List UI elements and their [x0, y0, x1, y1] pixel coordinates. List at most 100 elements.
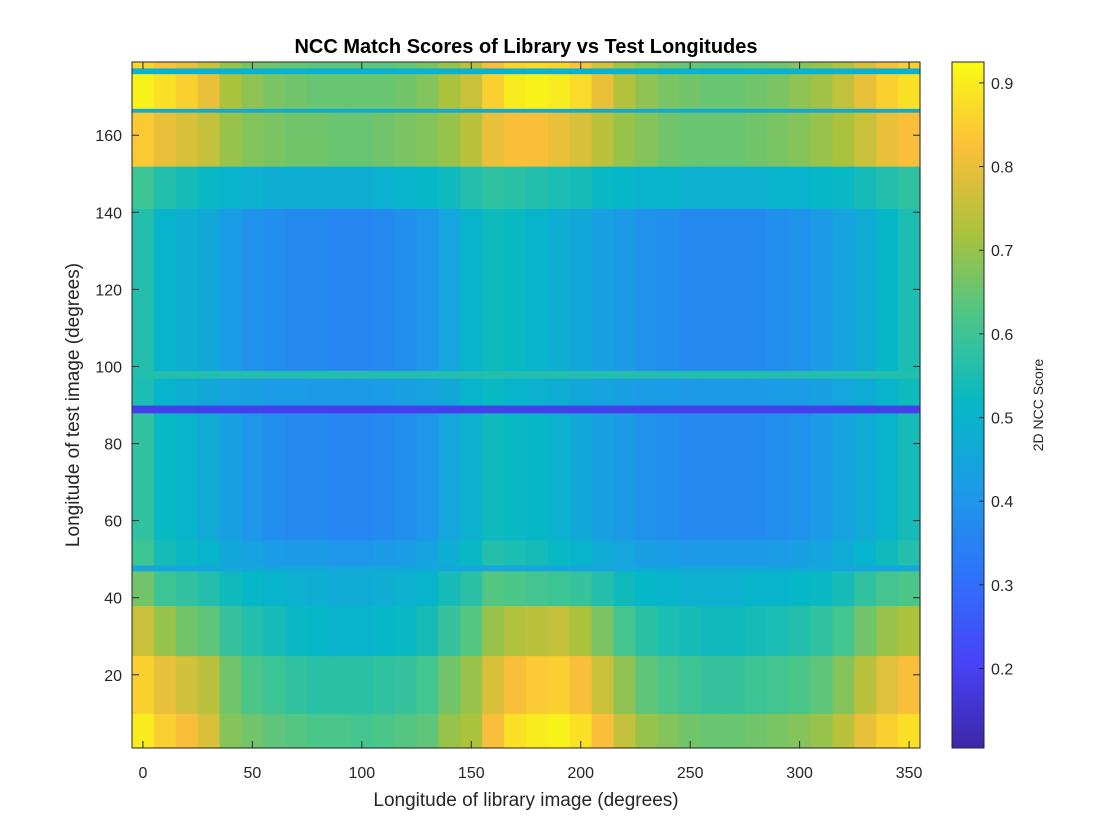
heatmap-cell	[591, 539, 615, 566]
heatmap-cell	[285, 655, 308, 714]
heatmap-cell	[482, 539, 505, 566]
heatmap-cell	[591, 67, 615, 75]
heatmap-cell	[810, 570, 834, 607]
heatmap-cell	[219, 605, 243, 657]
heatmap-cell	[613, 166, 637, 210]
heatmap-cell	[569, 112, 593, 167]
heatmap-cell	[766, 713, 790, 749]
heatmap-cell	[701, 564, 724, 572]
heatmap-cell	[657, 655, 680, 714]
heatmap-cell	[285, 62, 308, 69]
heatmap-cell	[744, 73, 768, 109]
heatmap-cell	[504, 713, 527, 749]
tick-label: 350	[896, 765, 923, 782]
heatmap-cell	[416, 378, 440, 406]
heatmap-cell	[175, 412, 199, 541]
heatmap-cell	[613, 112, 637, 167]
heatmap-cell	[438, 108, 461, 113]
heatmap-cell	[219, 370, 243, 379]
heatmap-cell	[810, 564, 834, 572]
heatmap-cell	[504, 564, 527, 572]
heatmap-cell	[569, 208, 593, 371]
heatmap-cell	[372, 713, 396, 749]
heatmap-cell	[372, 378, 396, 406]
heatmap-cell	[591, 605, 615, 657]
heatmap-cell	[153, 112, 177, 167]
heatmap-cell	[329, 378, 352, 406]
tick-label: 200	[567, 765, 594, 782]
heatmap-cell	[744, 67, 768, 75]
heatmap-cell	[307, 108, 330, 113]
heatmap-cell	[723, 655, 746, 714]
heatmap-cell	[810, 378, 834, 406]
heatmap-cell	[788, 605, 812, 657]
heatmap-cell	[482, 570, 505, 607]
heatmap-cell	[329, 713, 352, 749]
heatmap-cell	[153, 73, 177, 109]
heatmap-cell	[547, 412, 571, 541]
heatmap-cell	[898, 412, 921, 541]
heatmap-cell	[701, 378, 724, 406]
heatmap-cell	[241, 112, 264, 167]
heatmap-cell	[504, 378, 527, 406]
heatmap-cell	[504, 655, 527, 714]
heatmap-cell	[657, 605, 680, 657]
heatmap-cell	[898, 539, 921, 566]
heatmap-cell	[263, 370, 286, 379]
heatmap-cell	[153, 67, 177, 75]
heatmap-cell	[482, 208, 505, 371]
heatmap-cell	[810, 73, 834, 109]
heatmap-cell	[788, 713, 812, 749]
heatmap-cell	[132, 67, 155, 75]
heatmap-cell	[810, 405, 834, 414]
heatmap-cell	[832, 412, 855, 541]
heatmap-cell	[307, 208, 330, 371]
heatmap-cell	[175, 108, 199, 113]
heatmap-cell	[569, 605, 593, 657]
heatmap-cell	[504, 570, 527, 607]
heatmap-cell	[504, 370, 527, 379]
heatmap-cell	[438, 166, 461, 210]
heatmap-cell	[547, 166, 571, 210]
tick-label: 300	[786, 765, 813, 782]
heatmap-cell	[679, 605, 702, 657]
heatmap-cell	[766, 166, 790, 210]
heatmap-cell	[635, 67, 658, 75]
heatmap-cell	[547, 713, 571, 749]
heatmap-cell	[679, 564, 702, 572]
heatmap-cell	[635, 570, 658, 607]
heatmap-cell	[482, 73, 505, 109]
heatmap-cell	[460, 73, 483, 109]
heatmap-cell	[723, 605, 746, 657]
heatmap-cell	[526, 570, 549, 607]
heatmap-cell	[285, 208, 308, 371]
heatmap-cell	[657, 570, 680, 607]
heatmap-cell	[329, 605, 352, 657]
heatmap-cell	[723, 208, 746, 371]
heatmap-cell	[394, 112, 418, 167]
heatmap-cell	[569, 570, 593, 607]
heatmap-cell	[460, 166, 483, 210]
heatmap-cell	[285, 570, 308, 607]
y-axis-ticks: 20 40 60 80 100 120 140 160	[95, 128, 920, 685]
heatmap-cell	[329, 112, 352, 167]
heatmap-cell	[591, 405, 615, 414]
heatmap-cell	[788, 73, 812, 109]
heatmap-cell	[526, 605, 549, 657]
heatmap-cell	[547, 62, 571, 69]
heatmap-cell	[153, 655, 177, 714]
heatmap-cell	[547, 570, 571, 607]
heatmap-cell	[285, 713, 308, 749]
heatmap-cell	[854, 166, 877, 210]
heatmap-cell	[350, 412, 374, 541]
heatmap-cell	[679, 378, 702, 406]
heatmap-cell	[701, 570, 724, 607]
heatmap-cell	[810, 67, 834, 75]
heatmap-cell	[526, 378, 549, 406]
heatmap-cell	[635, 166, 658, 210]
heatmap-cell	[350, 370, 374, 379]
heatmap-cell	[416, 412, 440, 541]
tick-label: 150	[458, 765, 485, 782]
heatmap-cell	[766, 62, 790, 69]
